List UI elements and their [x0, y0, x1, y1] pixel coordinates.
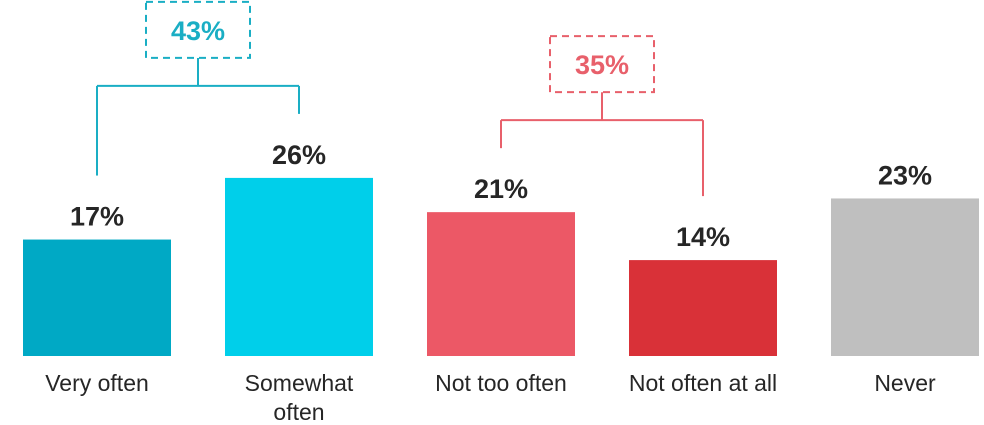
bar-3 — [629, 260, 777, 356]
group-summary-box — [145, 0, 251, 59]
group-bracket-0: 43% — [96, 0, 300, 176]
bar-4 — [831, 198, 979, 356]
bar-2 — [427, 212, 575, 356]
category-label-line: Not often at all — [629, 370, 777, 396]
value-label-2: 21% — [474, 174, 528, 204]
category-label-line: Very often — [45, 370, 149, 396]
bar-0 — [23, 239, 171, 356]
value-label-0: 17% — [70, 202, 124, 232]
category-label-0: Very often — [45, 370, 149, 396]
value-label-3: 14% — [676, 222, 730, 252]
category-label-line: Never — [874, 370, 936, 396]
category-label-line: Somewhat — [245, 370, 354, 396]
group-summary-label: 43% — [171, 16, 225, 46]
category-label-3: Not often at all — [629, 370, 777, 396]
group-summary-label: 35% — [575, 50, 629, 80]
group-bracket-1: 35% — [500, 35, 704, 197]
category-label-1: Somewhat often — [245, 370, 354, 425]
category-label-line: Not too often — [435, 370, 567, 396]
value-label-1: 26% — [272, 140, 326, 170]
bar-1 — [225, 177, 373, 356]
value-label-4: 23% — [878, 160, 932, 190]
group-summary-box — [549, 35, 655, 94]
category-label-line: often — [273, 399, 324, 425]
category-label-4: Never — [874, 370, 936, 396]
category-label-2: Not too often — [435, 370, 567, 396]
